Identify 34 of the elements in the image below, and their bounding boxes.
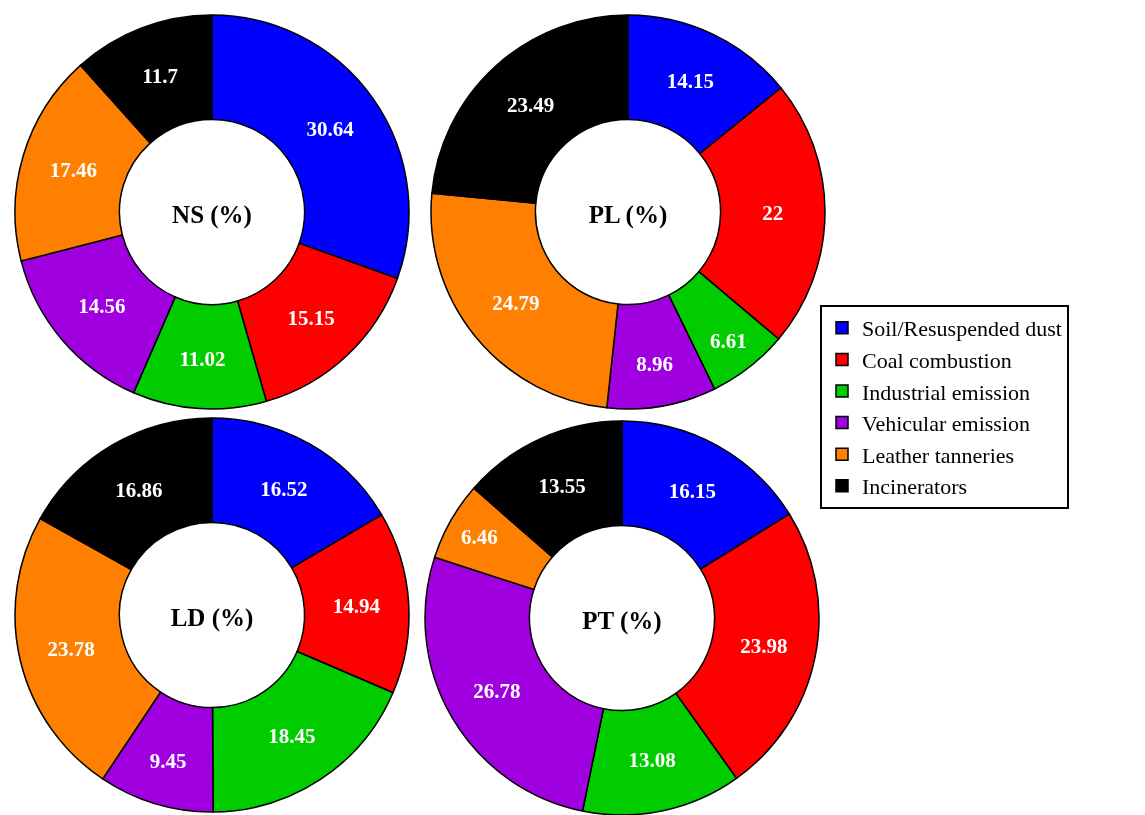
data-label: 17.46 bbox=[49, 158, 98, 183]
data-label: 13.55 bbox=[538, 474, 586, 499]
data-label: 16.15 bbox=[668, 479, 716, 504]
slice-label: PT (%) bbox=[582, 607, 662, 635]
data-label: 6.46 bbox=[461, 525, 498, 550]
data-label: 16.86 bbox=[115, 478, 163, 503]
data-label: 14.94 bbox=[332, 593, 381, 618]
data-label: 18.45 bbox=[268, 723, 316, 748]
legend-label: Soil/Resuspended dust bbox=[862, 316, 1062, 342]
legend-label: Incinerators bbox=[862, 474, 968, 500]
data-label: 13.08 bbox=[628, 747, 676, 772]
data-label: 26.78 bbox=[473, 678, 521, 703]
data-label: 24.79 bbox=[492, 291, 540, 316]
slice-label: NS (%) bbox=[172, 201, 252, 229]
data-label: 8.96 bbox=[636, 351, 673, 376]
data-label: 11.7 bbox=[142, 64, 178, 89]
data-label: 22 bbox=[762, 201, 784, 226]
data-label: 16.52 bbox=[260, 477, 308, 502]
data-label: 30.64 bbox=[306, 116, 355, 141]
data-label: 14.15 bbox=[666, 69, 714, 94]
data-label: 23.78 bbox=[47, 636, 95, 661]
data-label: 15.15 bbox=[287, 305, 335, 330]
slice-label: PL (%) bbox=[588, 201, 668, 229]
legend-label: Vehicular emission bbox=[862, 411, 1031, 437]
data-label: 14.56 bbox=[78, 294, 126, 319]
legend-label: Industrial emission bbox=[862, 379, 1031, 405]
data-label: 23.49 bbox=[506, 92, 555, 117]
legend-label: Leather tanneries bbox=[862, 442, 1015, 468]
data-label: 6.61 bbox=[710, 328, 747, 353]
slice-label: LD (%) bbox=[170, 604, 254, 632]
data-label: 9.45 bbox=[149, 749, 187, 773]
legend-label: Coal combustion bbox=[862, 347, 1012, 373]
data-label: 23.98 bbox=[740, 634, 788, 659]
data-label: 11.02 bbox=[179, 346, 226, 371]
